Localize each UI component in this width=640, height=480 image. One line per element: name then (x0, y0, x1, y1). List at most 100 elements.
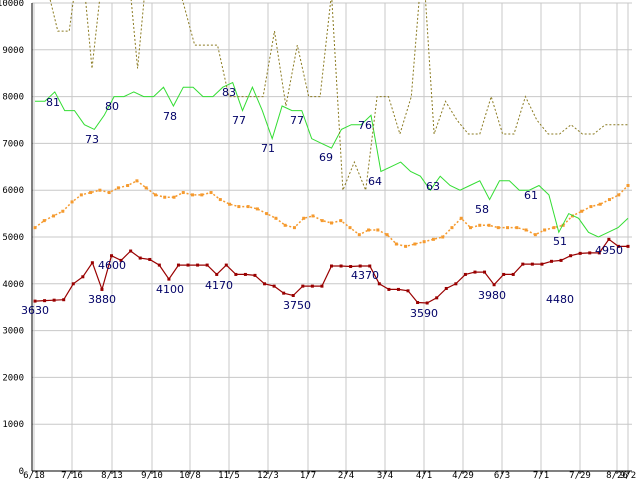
orange-point (515, 226, 519, 230)
red-point (483, 270, 487, 274)
red-point (148, 257, 152, 261)
red-point (263, 282, 267, 286)
red-point (157, 263, 161, 267)
orange-point (422, 240, 426, 244)
orange-point (589, 205, 593, 209)
orange-point (394, 242, 398, 246)
x-tick-label: 2/4 (338, 471, 354, 480)
red-point (349, 264, 353, 268)
red-point (167, 277, 171, 281)
orange-point (153, 193, 157, 197)
orange-point (292, 226, 296, 230)
olive-series-line (49, 0, 628, 193)
y-tick-label: 3000 (2, 327, 24, 337)
red-point (463, 272, 467, 276)
red-point (607, 237, 611, 241)
red-point (320, 284, 324, 288)
green-series-line (35, 81, 629, 238)
y-tick-label: 7000 (2, 139, 24, 149)
red-point (272, 284, 276, 288)
orange-point (302, 216, 306, 220)
green-data-label: 77 (232, 114, 246, 127)
red-point (43, 299, 47, 303)
red-point (52, 298, 56, 302)
red-point (416, 301, 420, 305)
orange-point (172, 195, 176, 199)
orange-point (163, 195, 167, 199)
red-point (502, 272, 506, 276)
green-data-label: 71 (261, 142, 275, 155)
orange-point (200, 193, 204, 197)
red-point (138, 256, 142, 260)
red-point (578, 251, 582, 255)
red-point (368, 264, 372, 268)
red-point (100, 287, 104, 291)
orange-point (218, 198, 222, 202)
orange-point (144, 186, 148, 190)
orange-point (70, 200, 74, 204)
orange-point (320, 219, 324, 223)
red-point (215, 272, 219, 276)
red-point (330, 264, 333, 268)
orange-point (533, 233, 537, 237)
red-point (425, 301, 429, 305)
red-point (521, 262, 525, 266)
orange-point (228, 202, 232, 206)
green-data-label: 51 (553, 235, 567, 248)
orange-point (42, 219, 46, 223)
series-lines (33, 0, 630, 305)
orange-point (506, 226, 510, 230)
red-point (205, 263, 209, 267)
red-point (234, 272, 238, 276)
x-tick-label: 6/3 (494, 471, 510, 480)
red-point (444, 286, 448, 290)
x-tick-label: 11/5 (218, 471, 240, 480)
orange-point (191, 193, 195, 197)
red-data-label: 4480 (546, 293, 574, 306)
red-data-label: 3630 (21, 304, 49, 317)
red-point (549, 259, 553, 263)
orange-point (107, 191, 111, 195)
orange-point (52, 214, 56, 218)
orange-point (367, 228, 371, 232)
red-point (511, 272, 515, 276)
orange-point (626, 184, 630, 188)
orange-point (496, 226, 500, 230)
x-tick-label: 8/26 (606, 471, 628, 480)
orange-point (274, 216, 278, 220)
red-point (71, 282, 75, 286)
red-point (339, 264, 343, 268)
red-point (435, 296, 439, 300)
red-point (33, 299, 37, 303)
red-point (253, 273, 257, 277)
orange-point (283, 223, 287, 227)
red-point (473, 270, 477, 274)
y-tick-label: 9000 (2, 46, 24, 56)
red-point (310, 284, 314, 288)
red-data-label: 4370 (351, 269, 379, 282)
green-data-label: 58 (475, 203, 489, 216)
orange-point (580, 209, 584, 213)
x-tick-label: 3/4 (377, 471, 393, 480)
orange-point (468, 226, 472, 230)
y-tick-label: 6000 (2, 186, 24, 196)
data-labels: 81 73 80 78 83 77 71 77 69 76 64 63 58 61 51 3630 3880 46… (21, 86, 623, 320)
x-axis-tick-labels: 6/18 7/16 8/13 9/10 10/8 11/5 12/3 1/7 2/4 3/4 4/1… (23, 471, 636, 480)
red-point (243, 272, 247, 276)
y-axis-tick-labels: 0 1000 2000 3000 4000 5000 6000 7000 8000 9000 100… (0, 0, 24, 477)
orange-point (79, 193, 83, 197)
green-data-label: 77 (290, 114, 304, 127)
y-tick-label: 10000 (0, 0, 24, 9)
red-point (291, 294, 295, 297)
red-point (186, 263, 190, 267)
x-tick-label: 9/2 (620, 471, 636, 480)
grid-lines (32, 2, 632, 471)
orange-point (487, 223, 491, 227)
orange-point (607, 198, 611, 202)
orange-point (246, 205, 250, 209)
x-tick-label: 12/3 (257, 471, 279, 480)
orange-point (450, 226, 454, 230)
red-data-label: 4170 (205, 279, 233, 292)
y-tick-label: 4000 (2, 280, 24, 290)
red-data-label: 3750 (283, 299, 311, 312)
